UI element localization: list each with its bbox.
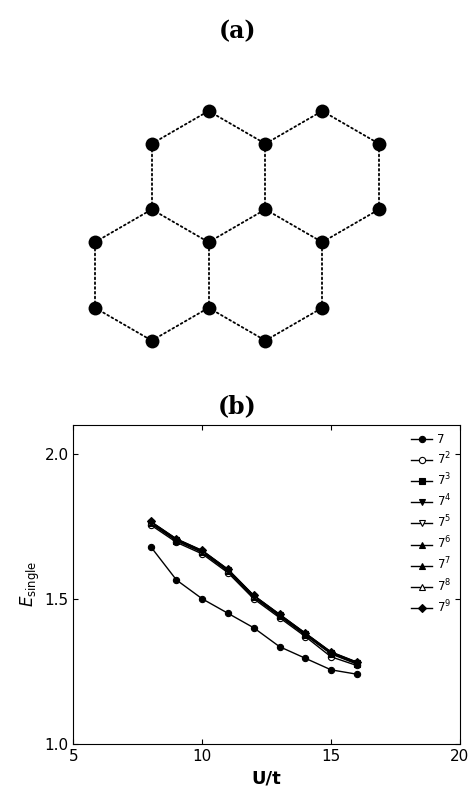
- Point: [319, 301, 326, 314]
- Point: [205, 236, 212, 249]
- Text: (a): (a): [218, 20, 256, 43]
- Point: [262, 334, 269, 347]
- Point: [91, 236, 99, 249]
- Point: [375, 138, 383, 150]
- Point: [205, 105, 212, 117]
- Point: [148, 138, 155, 150]
- Legend: 7, 7$^2$, 7$^3$, 7$^4$, 7$^5$, 7$^6$, 7$^7$, 7$^8$, 7$^9$: 7, 7$^2$, 7$^3$, 7$^4$, 7$^5$, 7$^6$, 7$…: [409, 431, 454, 617]
- Point: [91, 301, 99, 314]
- Y-axis label: $E_{\rm single}$: $E_{\rm single}$: [18, 561, 42, 608]
- Text: (b): (b): [218, 395, 256, 419]
- Point: [205, 301, 212, 314]
- Point: [319, 236, 326, 249]
- Point: [319, 105, 326, 117]
- X-axis label: U/t: U/t: [252, 769, 282, 787]
- Point: [262, 203, 269, 216]
- Point: [375, 203, 383, 216]
- Point: [148, 203, 155, 216]
- Point: [262, 138, 269, 150]
- Point: [148, 334, 155, 347]
